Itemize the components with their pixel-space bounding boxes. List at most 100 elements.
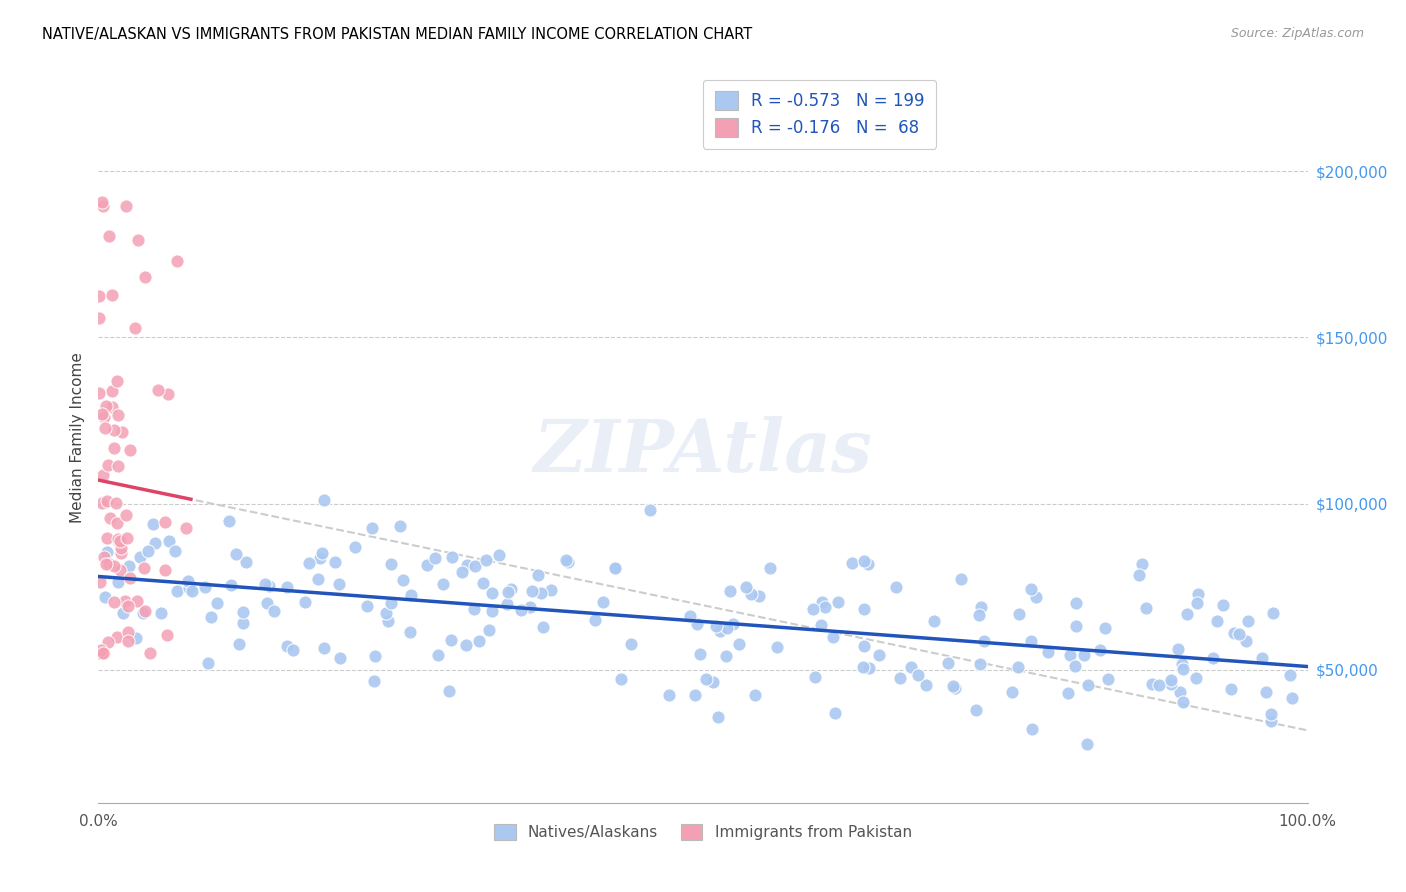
Point [136, 544, 159, 558]
Point [194, 580, 217, 594]
Point [1227, 627, 1250, 641]
Point [557, 555, 579, 569]
Point [1160, 677, 1182, 691]
Point [1073, 648, 1095, 663]
Point [439, 633, 461, 648]
Point [1185, 671, 1208, 685]
Point [766, 640, 789, 655]
Point [114, 508, 136, 523]
Point [100, 401, 122, 415]
Point [107, 534, 129, 549]
Point [801, 602, 824, 616]
Point [311, 546, 333, 560]
Point [1057, 686, 1080, 700]
Point [105, 496, 128, 510]
Point [1205, 614, 1227, 628]
Point [1237, 614, 1260, 628]
Point [949, 573, 972, 587]
Point [97, 458, 120, 473]
Point [540, 583, 562, 598]
Point [197, 656, 219, 670]
Point [1251, 651, 1274, 665]
Point [1059, 648, 1081, 663]
Point [852, 602, 875, 616]
Point [94, 399, 117, 413]
Point [117, 531, 139, 545]
Point [89, 575, 111, 590]
Point [134, 270, 156, 285]
Point [97, 558, 120, 572]
Point [87, 646, 110, 660]
Point [328, 577, 350, 591]
Point [810, 618, 832, 632]
Point [97, 635, 120, 649]
Point [1130, 557, 1153, 571]
Point [1187, 587, 1209, 601]
Point [90, 496, 112, 510]
Point [91, 199, 114, 213]
Point [1173, 662, 1195, 676]
Point [1223, 626, 1246, 640]
Point [256, 596, 278, 610]
Point [232, 605, 254, 619]
Point [852, 659, 875, 673]
Point [377, 614, 399, 628]
Point [96, 493, 118, 508]
Point [965, 704, 987, 718]
Point [148, 384, 170, 398]
Point [1281, 690, 1303, 705]
Point [153, 563, 176, 577]
Point [1170, 684, 1192, 698]
Point [706, 709, 728, 723]
Point [101, 384, 124, 399]
Point [1097, 673, 1119, 687]
Point [803, 670, 825, 684]
Point [127, 233, 149, 247]
Point [344, 540, 367, 554]
Point [401, 588, 423, 602]
Point [1220, 681, 1243, 696]
Point [415, 558, 437, 572]
Point [914, 678, 936, 692]
Point [105, 516, 128, 530]
Point [427, 648, 450, 662]
Point [824, 706, 846, 721]
Point [1260, 706, 1282, 721]
Point [530, 585, 553, 599]
Point [276, 581, 298, 595]
Point [858, 661, 880, 675]
Text: NATIVE/ALASKAN VS IMMIGRANTS FROM PAKISTAN MEDIAN FAMILY INCOME CORRELATION CHAR: NATIVE/ALASKAN VS IMMIGRANTS FROM PAKIST… [42, 27, 752, 42]
Point [110, 563, 132, 577]
Point [886, 580, 908, 594]
Point [853, 554, 876, 568]
Point [520, 584, 543, 599]
Point [1076, 678, 1098, 692]
Point [283, 642, 305, 657]
Point [157, 387, 180, 401]
Point [531, 619, 554, 633]
Point [740, 587, 762, 601]
Point [603, 560, 626, 574]
Point [709, 624, 731, 638]
Point [153, 515, 176, 529]
Y-axis label: Median Family Income: Median Family Income [69, 351, 84, 523]
Point [1025, 590, 1047, 604]
Point [1094, 621, 1116, 635]
Point [967, 607, 990, 622]
Point [363, 673, 385, 688]
Point [232, 616, 254, 631]
Point [176, 521, 198, 535]
Point [392, 573, 415, 587]
Point [94, 591, 117, 605]
Point [451, 565, 474, 579]
Point [221, 578, 243, 592]
Point [399, 625, 422, 640]
Point [495, 597, 517, 611]
Point [94, 421, 117, 435]
Point [356, 599, 378, 613]
Point [1171, 657, 1194, 671]
Point [107, 458, 129, 473]
Point [93, 409, 115, 424]
Point [125, 631, 148, 645]
Point [969, 599, 991, 614]
